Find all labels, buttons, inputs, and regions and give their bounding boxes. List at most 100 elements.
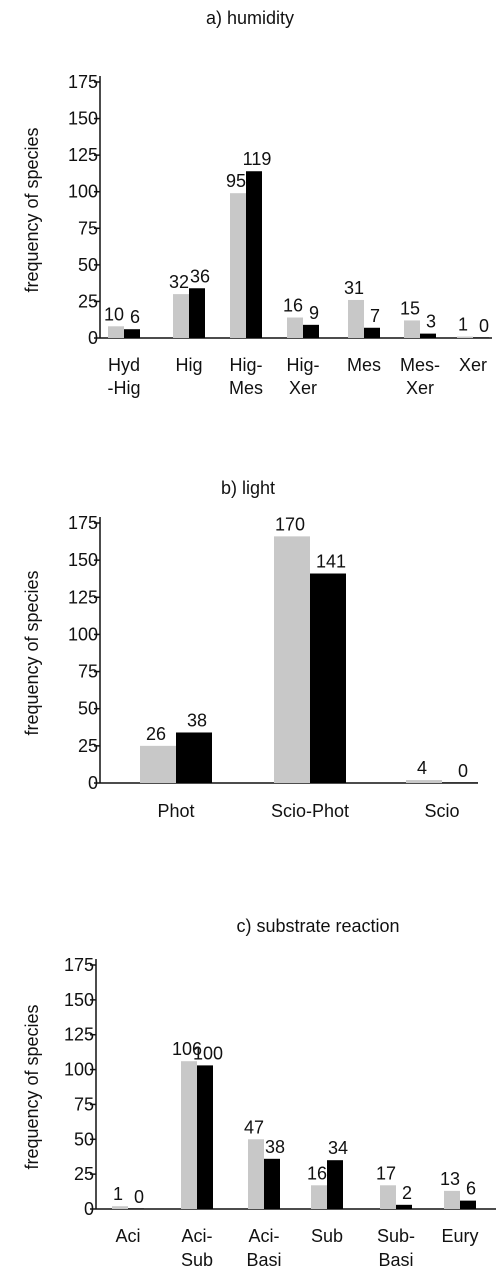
category-label: Scio [424,801,459,821]
data-label: 26 [146,724,166,744]
data-label: 38 [265,1137,285,1157]
bar-gray [287,317,303,338]
category-label: Mes [347,355,381,375]
data-label: 141 [316,552,346,572]
category-label: Hig [175,355,202,375]
data-label: 7 [370,306,380,326]
bar-gray [406,780,442,783]
bar-black [246,171,262,338]
y-tick-label: 100 [68,624,98,644]
category-label: Xer [406,378,434,398]
bar-gray [181,1061,197,1209]
y-tick-label: 25 [78,736,98,756]
bar-black [303,324,319,338]
data-label: 6 [130,307,140,327]
bar-gray [457,336,473,338]
data-label: 2 [402,1183,412,1203]
bar-black [128,1208,144,1209]
bar-gray [380,1185,396,1209]
bar-black [473,337,489,338]
data-label: 95 [226,171,246,191]
bar-black [310,573,346,783]
category-label: Scio-Phot [271,801,349,821]
category-label: Sub [181,1250,213,1270]
category-label: Hig- [286,355,319,375]
chart-substrate-reaction: c) substrate reaction frequency of specie… [22,916,496,1270]
y-tick-label: 100 [64,1060,94,1080]
chart-title: a) humidity [206,8,294,28]
bar-black [197,1065,213,1209]
category-label: Hig- [229,355,262,375]
data-label: 47 [244,1117,264,1137]
category-label: Sub- [377,1226,415,1246]
bar-black [442,782,478,783]
chart-light: b) light frequency of species 0 25 50 75 100 12… [22,478,478,821]
data-label: 6 [466,1179,476,1199]
bar-black [396,1204,412,1209]
category-label: Phot [157,801,194,821]
data-label: 16 [283,296,303,316]
data-label: 106 [172,1039,202,1059]
data-label: 1 [113,1184,123,1204]
data-label: 170 [275,514,305,534]
bar-black [327,1160,343,1209]
y-tick-label: 175 [68,72,98,92]
bar-black [176,732,212,783]
y-tick-label: 50 [78,699,98,719]
data-label: 1 [458,315,468,335]
y-tick-label: 150 [64,990,94,1010]
category-label: Aci- [249,1226,280,1246]
y-tick-label: 125 [64,1025,94,1045]
y-tick-label: 175 [64,955,94,975]
chart-humidity: a) humidity frequency of species 0 25 50 75 10… [22,8,492,398]
bar-gray [173,294,189,338]
category-label: Hyd [108,355,140,375]
y-axis-label: frequency of species [22,127,42,292]
category-label: Basi [246,1250,281,1270]
y-tick-label: 0 [84,1199,94,1219]
bar-gray [112,1206,128,1209]
category-label: Aci- [182,1226,213,1246]
y-tick-label: 100 [68,182,98,202]
chart-title: c) substrate reaction [236,916,399,936]
data-label: 31 [344,278,364,298]
bar-gray [274,536,310,783]
category-label: Basi [378,1250,413,1270]
y-tick-label: 75 [78,218,98,238]
y-tick-label: 125 [68,145,98,165]
category-label: Xer [459,355,487,375]
y-tick-label: 50 [78,255,98,275]
bar-gray [348,299,364,338]
bar-black [264,1158,280,1209]
data-label: 100 [193,1043,223,1063]
category-label: Aci [115,1226,140,1246]
bar-gray [404,320,420,338]
y-tick-label: 25 [74,1164,94,1184]
y-tick-label: 0 [88,328,98,348]
bar-gray [140,745,176,783]
data-label: 36 [190,266,210,286]
data-label: 9 [309,303,319,323]
bar-black [460,1200,476,1209]
y-tick-label: 75 [74,1094,94,1114]
data-label: 13 [440,1169,460,1189]
category-label: Xer [289,378,317,398]
y-tick-label: 25 [78,291,98,311]
category-label: -Hig [107,378,140,398]
bar-black [364,327,380,338]
data-label: 3 [426,312,436,332]
chart-title: b) light [221,478,275,498]
category-label: Eury [441,1226,478,1246]
data-label: 119 [243,149,272,169]
bar-gray [108,326,124,338]
y-tick-label: 75 [78,662,98,682]
bar-gray [444,1190,460,1209]
bar-black [420,333,436,338]
data-label: 38 [187,710,207,730]
y-tick-label: 175 [68,513,98,533]
data-label: 16 [307,1163,327,1183]
data-label: 17 [376,1163,396,1183]
bar-gray [311,1185,327,1209]
bar-black [124,329,140,338]
y-tick-label: 150 [68,109,98,129]
